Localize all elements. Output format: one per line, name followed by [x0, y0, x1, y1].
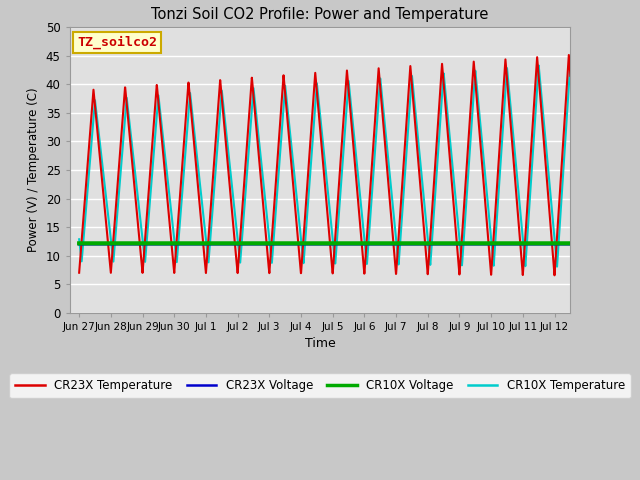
X-axis label: Time: Time [305, 337, 335, 350]
Title: Tonzi Soil CO2 Profile: Power and Temperature: Tonzi Soil CO2 Profile: Power and Temper… [151, 7, 489, 22]
Legend: CR23X Temperature, CR23X Voltage, CR10X Voltage, CR10X Temperature: CR23X Temperature, CR23X Voltage, CR10X … [10, 373, 630, 398]
Text: TZ_soilco2: TZ_soilco2 [77, 36, 157, 49]
Y-axis label: Power (V) / Temperature (C): Power (V) / Temperature (C) [27, 88, 40, 252]
